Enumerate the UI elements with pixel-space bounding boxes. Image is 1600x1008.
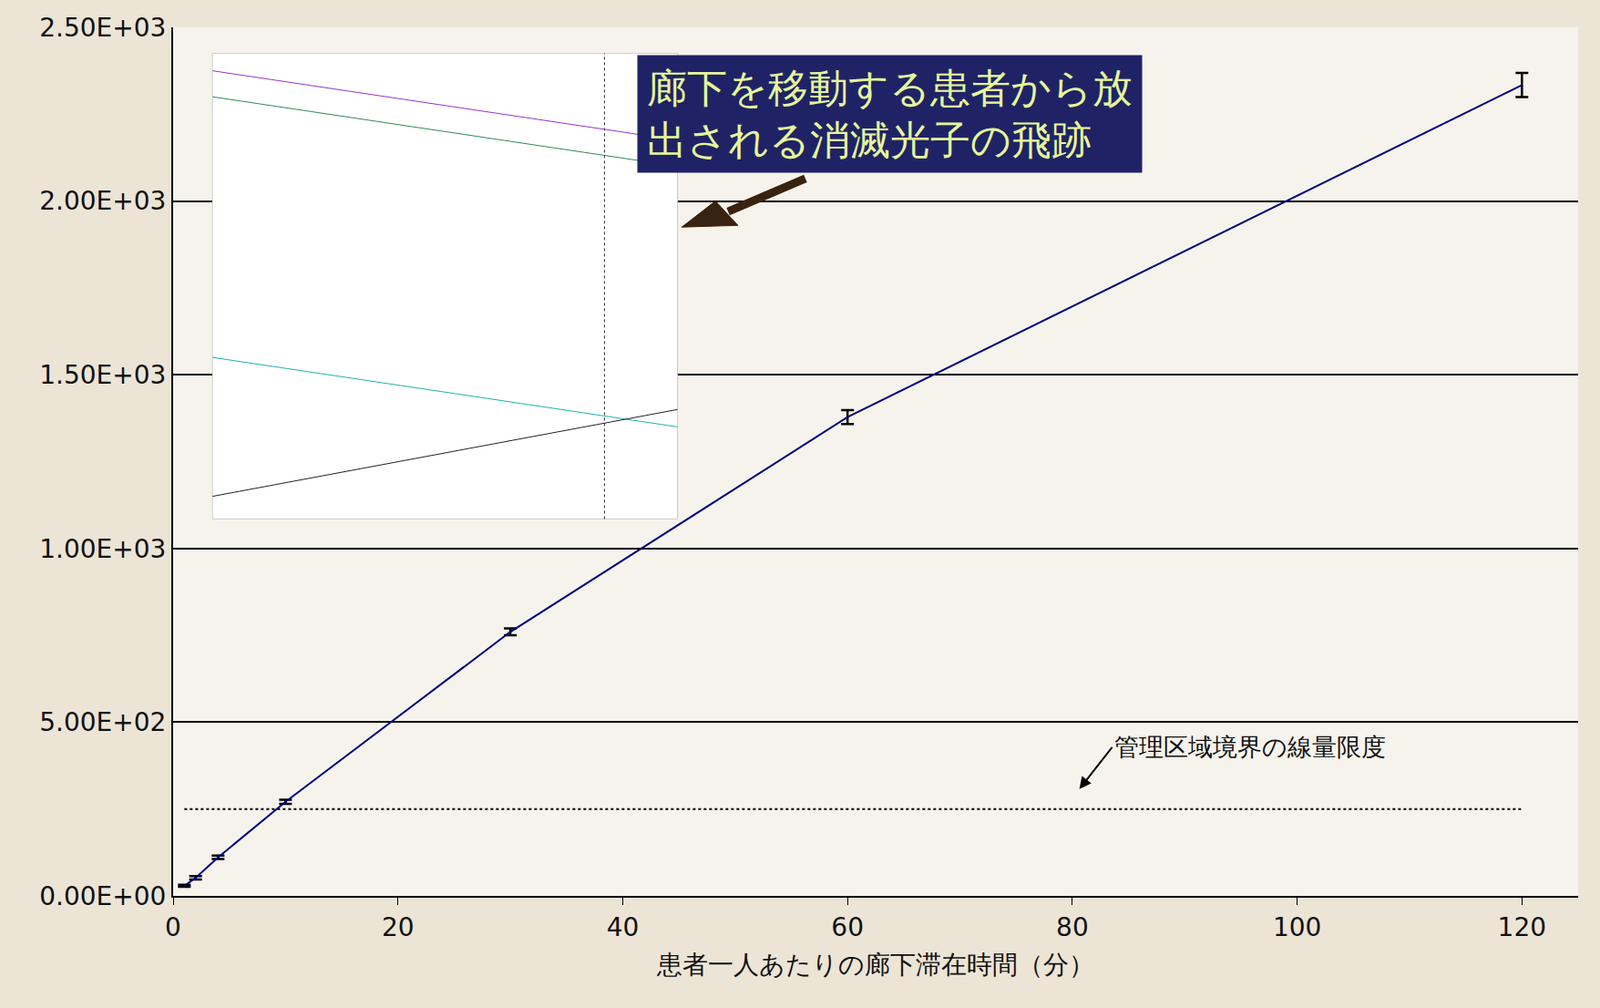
svg-text:40: 40 — [606, 912, 640, 943]
svg-text:0.00E+00: 0.00E+00 — [39, 881, 166, 912]
svg-text:120: 120 — [1497, 912, 1547, 943]
svg-text:患者一人あたりの廊下滞在時間（分）: 患者一人あたりの廊下滞在時間（分） — [656, 949, 1095, 980]
svg-text:5.00E+02: 5.00E+02 — [39, 707, 166, 738]
svg-text:60: 60 — [830, 912, 864, 943]
svg-text:80: 80 — [1056, 912, 1089, 943]
svg-text:0: 0 — [164, 912, 182, 943]
svg-text:1.50E+03: 1.50E+03 — [39, 359, 166, 390]
svg-text:2.00E+03: 2.00E+03 — [39, 185, 166, 216]
svg-text:100: 100 — [1272, 912, 1322, 943]
svg-text:1.00E+03: 1.00E+03 — [39, 533, 166, 565]
svg-text:20: 20 — [381, 912, 415, 943]
svg-text:管理区域境界の線量限度: 管理区域境界の線量限度 — [1114, 732, 1386, 761]
svg-text:廊下を移動する患者から放出される消滅光子の飛跡: 廊下を移動する患者から放出される消滅光子の飛跡 — [646, 64, 1133, 164]
svg-text:2.50E+03: 2.50E+03 — [39, 12, 166, 43]
